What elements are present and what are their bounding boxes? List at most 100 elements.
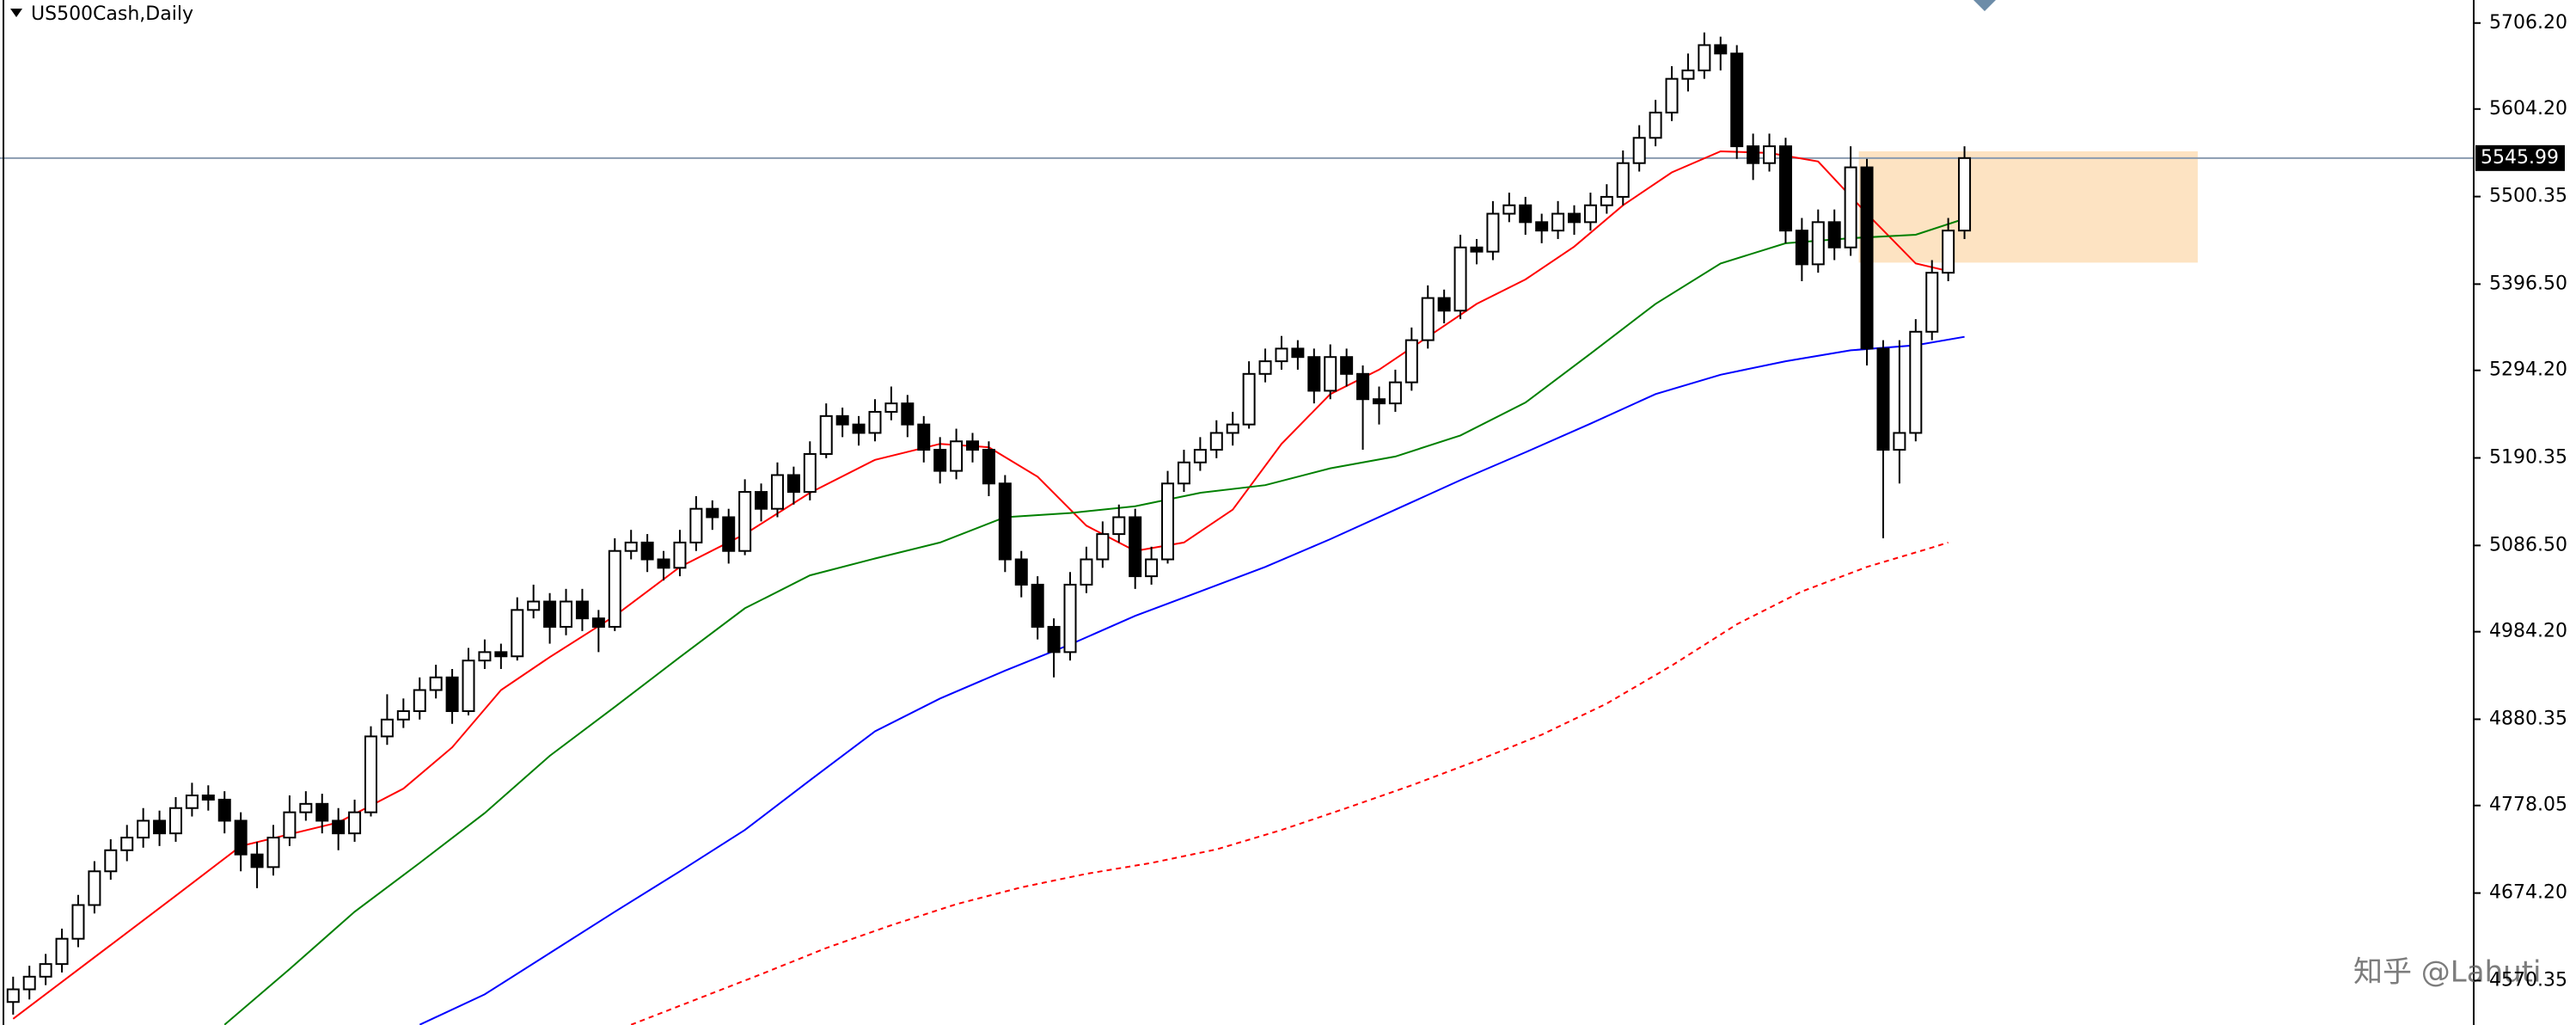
watermark: 知乎 @Lahuti: [2353, 955, 2541, 990]
candle-body: [104, 849, 118, 873]
candle-body: [1827, 221, 1841, 249]
candle-body: [1551, 212, 1565, 232]
candle-body: [1747, 145, 1760, 164]
candle-body: [6, 988, 20, 1004]
candle-body: [1258, 360, 1272, 375]
candle-body: [1909, 330, 1923, 434]
candle-body: [1421, 297, 1435, 341]
candle-body: [445, 676, 459, 712]
menu-triangle[interactable]: [10, 9, 22, 17]
candle-body: [413, 689, 426, 712]
candle-body: [1453, 246, 1467, 312]
candle-body: [1698, 44, 1711, 71]
candle-body: [1844, 166, 1857, 249]
candle-body: [868, 410, 882, 434]
candle-body: [1600, 195, 1613, 206]
candle-body: [234, 819, 248, 856]
candle-body: [1925, 272, 1939, 333]
candle-body: [1665, 77, 1679, 114]
shift-marker: [1973, 0, 1996, 11]
candle-body: [624, 541, 638, 552]
candle-body: [429, 676, 443, 691]
candle-body: [1876, 347, 1890, 451]
candle-body: [657, 558, 670, 569]
candle-body: [1616, 162, 1630, 198]
candle-body: [1681, 69, 1695, 80]
candle-body: [1193, 449, 1207, 463]
bid-label-box: [2475, 144, 2565, 171]
candle-body: [120, 837, 134, 851]
candle-body: [1811, 221, 1825, 266]
candle-body: [591, 617, 605, 628]
candle-body: [1209, 432, 1223, 451]
candle-body: [786, 474, 800, 494]
y-tick-label: 5604.20: [2489, 98, 2567, 120]
y-tick-label: 5706.20: [2489, 12, 2567, 34]
candle-body: [332, 819, 346, 835]
candle-body: [527, 600, 541, 611]
candle-body: [1242, 372, 1256, 426]
candle-body: [88, 870, 101, 906]
candle-body: [1177, 461, 1190, 485]
candle-body: [1356, 372, 1370, 401]
candle-body: [22, 975, 36, 991]
candle-body: [283, 811, 297, 839]
plot-area: [0, 32, 2474, 1025]
candle-body: [901, 402, 915, 426]
candle-body: [201, 795, 215, 801]
candle-body: [1535, 221, 1549, 232]
candle-body: [722, 516, 736, 552]
candle-body: [884, 402, 898, 413]
candle-body: [1404, 339, 1418, 384]
candle-body: [1307, 356, 1321, 392]
zone: [1858, 150, 2198, 263]
candle-body: [266, 837, 280, 868]
candle-body: [55, 937, 69, 966]
candle-body: [803, 452, 817, 494]
candle-body: [1291, 347, 1305, 359]
candle-body: [396, 709, 410, 721]
candle-body: [153, 819, 167, 835]
candle-body: [1437, 297, 1451, 312]
candle-body: [1763, 145, 1777, 164]
candle-body: [689, 507, 703, 543]
candle-body: [478, 651, 492, 662]
candle-body: [608, 549, 621, 628]
candle-body: [39, 963, 52, 978]
candle-body: [299, 802, 313, 813]
candle-body: [673, 541, 687, 569]
candle-body: [1470, 246, 1484, 253]
candle-body: [835, 414, 849, 426]
candle-body: [71, 904, 85, 940]
candle-body: [1893, 432, 1906, 451]
candle-body: [1226, 423, 1239, 434]
candle-body: [950, 440, 964, 472]
candle-body: [137, 819, 150, 839]
chart-title: US500Cash,Daily: [31, 3, 193, 25]
candle-body: [982, 449, 995, 485]
y-tick-label: 4570.35: [2489, 969, 2567, 991]
candle-body: [1063, 583, 1077, 654]
candle-body: [1145, 558, 1159, 578]
candle-body: [1649, 111, 1662, 139]
candle-body: [168, 807, 182, 835]
candle-body: [1860, 166, 1874, 350]
y-tick-label: 4674.20: [2489, 882, 2567, 904]
y-tick-label: 4880.35: [2489, 708, 2567, 729]
candle-body: [933, 449, 947, 472]
candle-body: [1080, 558, 1093, 586]
candle-body: [1047, 625, 1061, 654]
candle-body: [1519, 204, 1533, 224]
candle-body: [1161, 482, 1175, 561]
bid-label: 5545.99: [2481, 147, 2559, 169]
candle-body: [998, 482, 1012, 561]
candle-body: [738, 491, 752, 552]
candle-body: [1958, 157, 1972, 232]
candle-body: [380, 718, 394, 738]
candle-body: [543, 600, 557, 628]
candle-body: [511, 609, 524, 658]
y-tick-label: 5500.35: [2489, 186, 2567, 207]
candle-body: [770, 474, 784, 510]
